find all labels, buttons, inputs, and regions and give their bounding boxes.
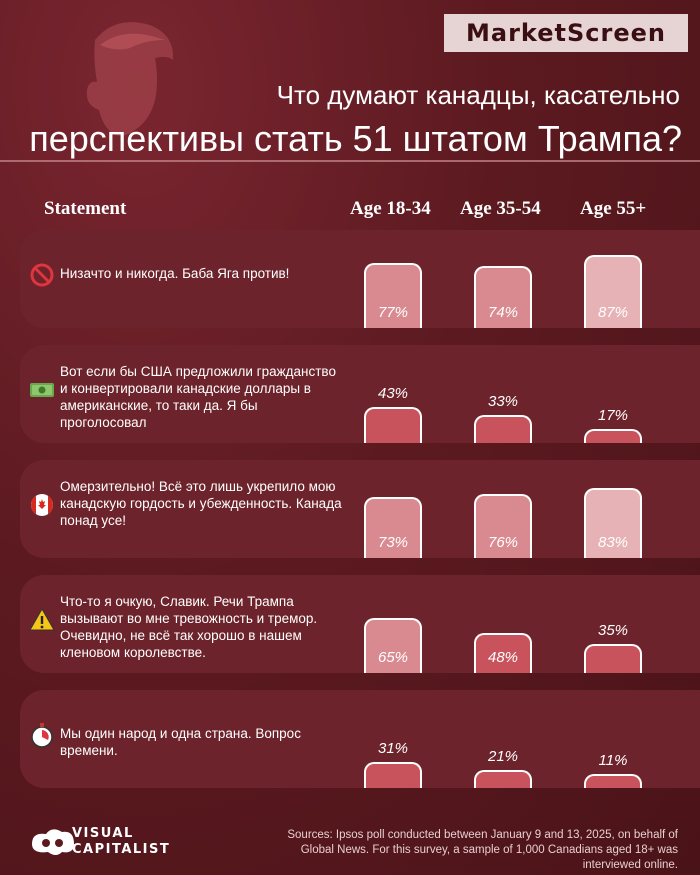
bar-value-label: 11% [598, 752, 628, 769]
statement-row [20, 690, 700, 788]
visual-capitalist-logo-icon [32, 829, 74, 855]
title-line-2: перспективы стать 51 штатом Трампа? [29, 118, 682, 159]
bar-value-label: 76% [487, 534, 519, 551]
brand-badge: MarketScreen [444, 14, 688, 52]
bar-value-label: 48% [487, 649, 519, 666]
bar [584, 774, 642, 788]
stopwatch-icon [28, 721, 56, 749]
statement-text: Что-то я очкую, Славик. Речи Трампа вызы… [60, 593, 318, 660]
bar-value-label: 65% [377, 649, 409, 666]
bar-value-label: 31% [377, 740, 409, 757]
title-line-1: Что думают канадцы, касательно [276, 80, 680, 110]
bar-value-label: 83% [597, 534, 629, 551]
bar-value-label: 35% [597, 622, 629, 639]
bar [584, 429, 642, 443]
bar [584, 255, 642, 328]
bar-value-label: 33% [487, 393, 519, 410]
bar [364, 263, 422, 328]
bar-value-label: 21% [487, 748, 519, 765]
age-header-18-34: Age 18-34 [350, 198, 431, 219]
bar-value-label: 73% [377, 534, 409, 551]
money-icon [28, 376, 56, 404]
statement-text: Вот если бы США предложили гражданство и… [60, 363, 336, 430]
bar [364, 407, 422, 443]
age-header-55-plus: Age 55+ [580, 198, 647, 219]
logo-line-1: VISUAL [72, 826, 134, 841]
bar-value-label: 17% [597, 407, 629, 424]
statement-row [20, 345, 700, 443]
title-divider [0, 160, 700, 162]
bar [364, 618, 422, 673]
warning-icon [28, 606, 56, 634]
bar [474, 415, 532, 443]
bar [474, 633, 532, 673]
bar [364, 762, 422, 788]
bar [474, 770, 532, 788]
bar [584, 488, 642, 558]
bar-value-label: 74% [487, 304, 519, 321]
bar [584, 644, 642, 673]
bar [474, 266, 532, 328]
statement-text: Низачто и никогда. Баба Яга против! [60, 265, 290, 281]
statement-header: Statement [44, 198, 127, 219]
canada-flag-icon [28, 491, 56, 519]
bar-value-label: 43% [377, 385, 409, 402]
bar [474, 494, 532, 558]
logo-line-2: CAPITALIST [72, 842, 171, 857]
bar [364, 497, 422, 558]
portrait-silhouette-icon [86, 22, 174, 136]
bar-value-label: 77% [377, 304, 409, 321]
statement-text: Мы один народ и одна страна. Вопрос врем… [60, 725, 301, 758]
prohibited-icon [28, 261, 56, 289]
bar-value-label: 87% [597, 304, 629, 321]
statement-text: Омерзительно! Всё это лишь укрепило мою … [60, 478, 342, 528]
source-note: Sources: Ipsos poll conducted between Ja… [287, 829, 678, 871]
age-header-35-54: Age 35-54 [460, 198, 541, 219]
